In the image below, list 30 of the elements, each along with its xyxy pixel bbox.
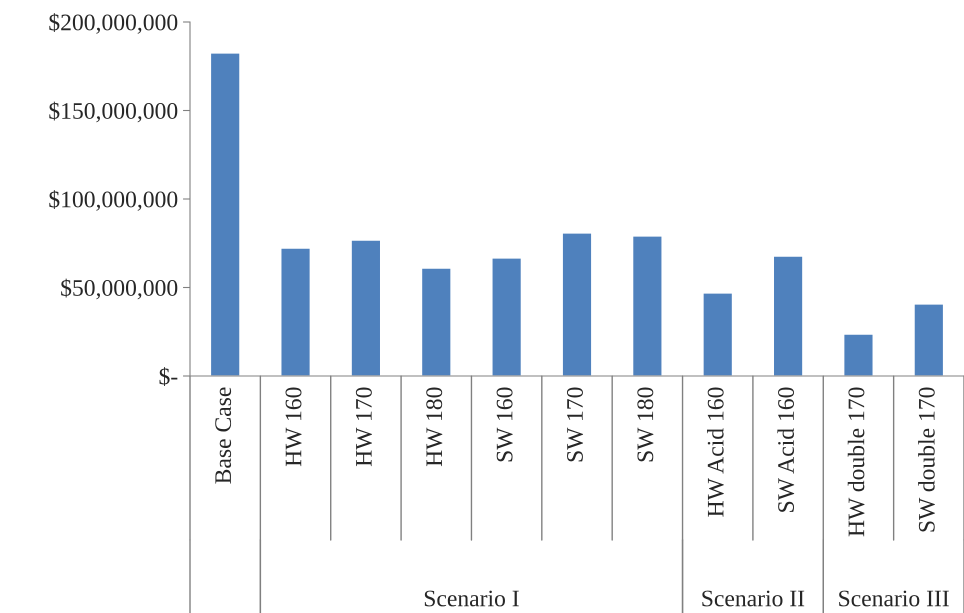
bar xyxy=(702,292,734,376)
x-tick-label: HW 170 xyxy=(356,388,372,466)
bar xyxy=(210,52,241,376)
y-tick-label: $200,000,000 xyxy=(49,13,178,34)
text: Scenario II xyxy=(702,590,804,606)
text: Scenario III xyxy=(839,590,949,606)
bar xyxy=(420,267,452,376)
bar xyxy=(562,232,592,376)
x-tick-label: SW Acid 160 xyxy=(777,388,794,512)
x-tick-label: SW double 170 xyxy=(918,388,935,532)
bar xyxy=(632,235,663,376)
y-tick-label: $150,000,000 xyxy=(49,102,178,122)
x-tick-label: HW 160 xyxy=(286,388,302,466)
bar xyxy=(913,303,944,376)
x-tick-label: Base Case xyxy=(215,387,232,484)
y-tick-label: $- xyxy=(160,367,178,386)
bar xyxy=(280,247,312,376)
text: Scenario I xyxy=(424,590,519,606)
x-tick-label: HW Acid 160 xyxy=(707,388,724,517)
x-tick-label: HW double 170 xyxy=(848,388,864,536)
bar xyxy=(350,239,382,376)
y-tick-label: $50,000,000 xyxy=(61,278,178,300)
y-tick-label: $100,000,000 xyxy=(49,190,178,211)
x-tick-label: SW 180 xyxy=(637,388,654,462)
bar xyxy=(772,255,804,376)
bar xyxy=(491,257,522,376)
bar xyxy=(842,333,874,376)
x-tick-label: HW 180 xyxy=(426,388,442,466)
x-tick-label: SW 160 xyxy=(496,388,513,462)
x-tick-label: SW 170 xyxy=(566,388,584,462)
